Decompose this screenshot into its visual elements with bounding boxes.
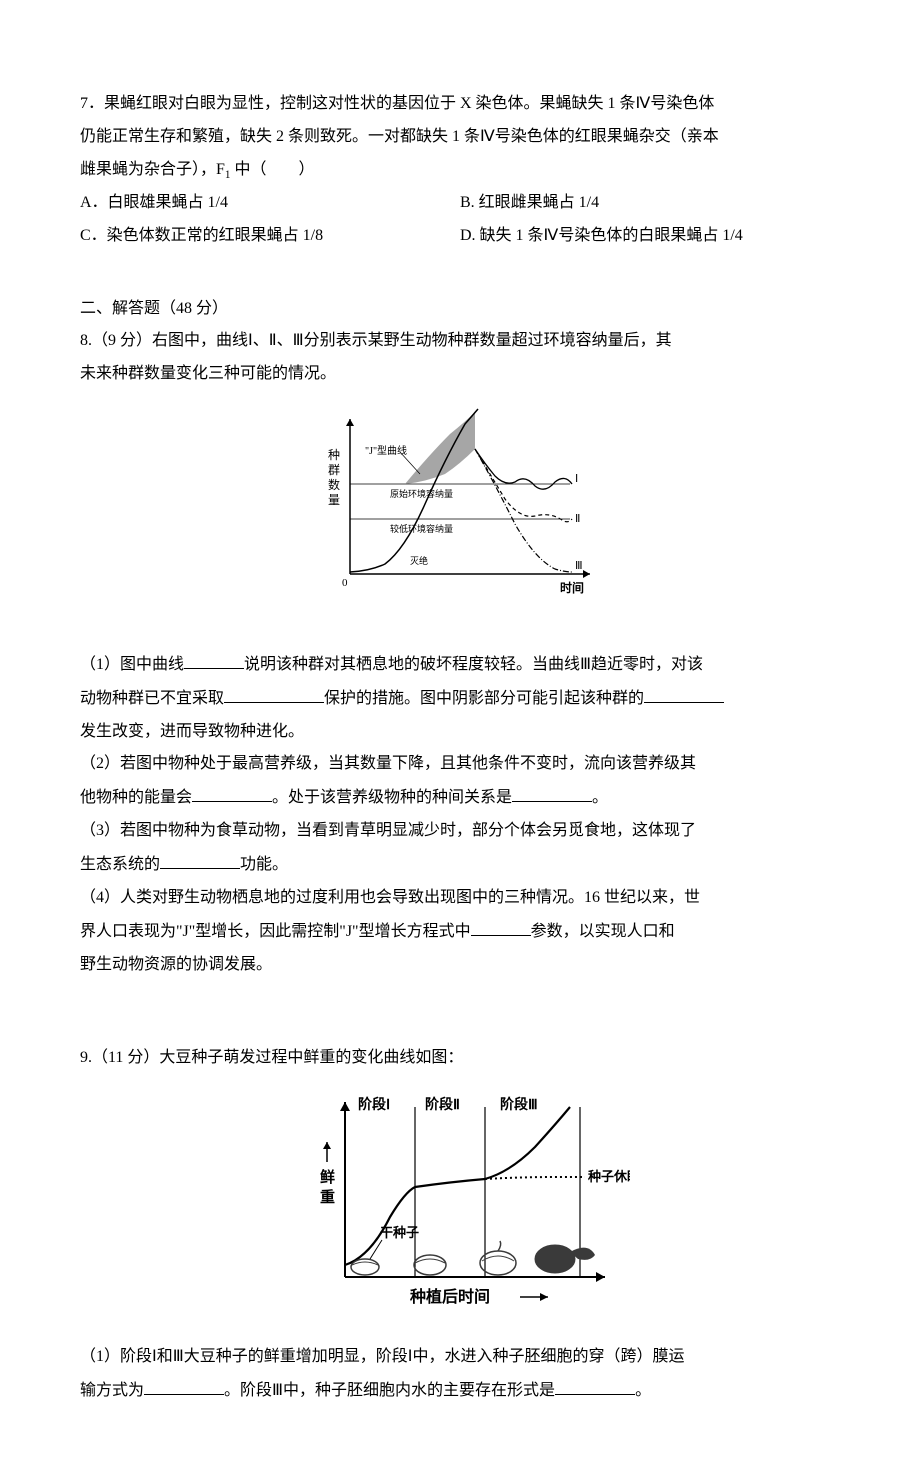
q7-options-row2: C．染色体数正常的红眼果蝇占 1/8 D. 缺失 1 条Ⅳ号染色体的白眼果蝇占 … (80, 222, 840, 251)
fig8-ylabel-1: 种 (328, 448, 340, 462)
blank (192, 783, 272, 802)
q8-p4-line2: 界人口表现为"J"型增长，因此需控制"J"型增长方程式中参数，以实现人口和 (80, 917, 840, 947)
fig8-line2-label: 较低环境容纳量 (390, 523, 453, 534)
q8-p2-line1: （2）若图中物种处于最高营养级，当其数量下降，且其他条件不变时，流向该营养级其 (80, 750, 840, 779)
fig8-ylabel-2: 群 (328, 463, 340, 477)
blank (184, 650, 244, 669)
q7-options-row1: A．白眼雄果蝇占 1/4 B. 红眼雌果蝇占 1/4 (80, 189, 840, 218)
fig8-j-label: "J"型曲线 (365, 444, 407, 457)
fig9-ylabel1: 鲜 (320, 1168, 335, 1186)
fig8-curve-i: Ⅰ (575, 473, 578, 485)
q7-option-d: D. 缺失 1 条Ⅳ号染色体的白眼果蝇占 1/4 (460, 222, 840, 251)
fig9-phase2: 阶段Ⅱ (425, 1096, 460, 1113)
q8-stem-line1: 8.（9 分）右图中，曲线Ⅰ、Ⅱ、Ⅲ分别表示某野生动物种群数量超过环境容纳量后，… (80, 327, 840, 356)
blank (644, 684, 724, 703)
blank (160, 850, 240, 869)
fig9-phase3: 阶段Ⅲ (500, 1096, 538, 1113)
q8-p2-line2: 他物种的能量会。处于该营养级物种的种间关系是。 (80, 783, 840, 813)
q7-stem-line1: 7．果蝇红眼对白眼为显性，控制这对性状的基因位于 X 染色体。果蝇缺失 1 条Ⅳ… (80, 90, 840, 119)
fig8-curve-iii: Ⅲ (575, 560, 583, 572)
q7-stem-line2: 仍能正常生存和繁殖，缺失 2 条则致死。一对都缺失 1 条Ⅳ号染色体的红眼果蝇杂… (80, 123, 840, 152)
q9-stem: 9.（11 分）大豆种子萌发过程中鲜重的变化曲线如图： (80, 1044, 840, 1073)
q7-stem3-tail: 中（ ） (231, 161, 315, 178)
fig8-ylabel-4: 量 (328, 493, 340, 507)
blank (555, 1376, 635, 1395)
blank (512, 783, 592, 802)
fig8-line3-label: 灭绝 (410, 555, 428, 566)
fig8-xlabel: 时间 (560, 580, 584, 595)
q9-p1-line1: （1）阶段Ⅰ和Ⅲ大豆种子的鲜重增加明显，阶段Ⅰ中，水进入种子胚细胞的穿（跨）膜运 (80, 1343, 840, 1372)
q8-p3-line2: 生态系统的功能。 (80, 850, 840, 880)
fig8-ylabel-3: 数 (328, 477, 340, 492)
blank (471, 917, 531, 936)
q9-figure: 阶段Ⅰ 阶段Ⅱ 阶段Ⅲ 种子休眠 干种子 鲜 重 种植后时间 (80, 1087, 840, 1328)
q7-stem3-text: 雌果蝇为杂合子），F (80, 161, 225, 178)
section2-heading: 二、解答题（48 分） (80, 295, 840, 324)
blank (224, 684, 324, 703)
q8-p1-line1: （1）图中曲线说明该种群对其栖息地的破坏程度较轻。当曲线Ⅲ趋近零时，对该 (80, 650, 840, 680)
fig9-ylabel2: 重 (320, 1188, 335, 1206)
fig9-dormant-label: 种子休眠 (587, 1169, 630, 1184)
q8-p3-line1: （3）若图中物种为食草动物，当看到青草明显减少时，部分个体会另觅食地，这体现了 (80, 817, 840, 846)
q7-option-c: C．染色体数正常的红眼果蝇占 1/8 (80, 222, 460, 251)
fig8-curve-ii: Ⅱ (575, 513, 580, 525)
fig8-origin: 0 (342, 577, 348, 589)
blank (144, 1376, 224, 1395)
fig9-xlabel: 种植后时间 (409, 1287, 490, 1306)
q9-p1-line2: 输方式为。阶段Ⅲ中，种子胚细胞内水的主要存在形式是。 (80, 1376, 840, 1406)
fig8-line1-label: 原始环境容纳量 (390, 488, 453, 499)
q7-option-a: A．白眼雄果蝇占 1/4 (80, 189, 460, 218)
q7-stem-line3: 雌果蝇为杂合子），F1 中（ ） (80, 156, 840, 185)
q8-p1-line2: 动物种群已不宜采取保护的措施。图中阴影部分可能引起该种群的 (80, 684, 840, 714)
q7-option-b: B. 红眼雌果蝇占 1/4 (460, 189, 840, 218)
q8-figure: 种 群 数 量 "J"型曲线 原始环境容纳量 较低环境容纳量 灭绝 Ⅰ Ⅱ Ⅲ … (80, 404, 840, 615)
fig9-dry-label: 干种子 (380, 1225, 419, 1240)
q8-stem-line2: 未来种群数量变化三种可能的情况。 (80, 360, 840, 389)
fig9-phase1: 阶段Ⅰ (358, 1096, 390, 1113)
q8-p4-line1: （4）人类对野生动物栖息地的过度利用也会导致出现图中的三种情况。16 世纪以来，… (80, 884, 840, 913)
q8-p4-line3: 野生动物资源的协调发展。 (80, 951, 840, 980)
q8-p1-line3: 发生改变，进而导致物种进化。 (80, 718, 840, 747)
